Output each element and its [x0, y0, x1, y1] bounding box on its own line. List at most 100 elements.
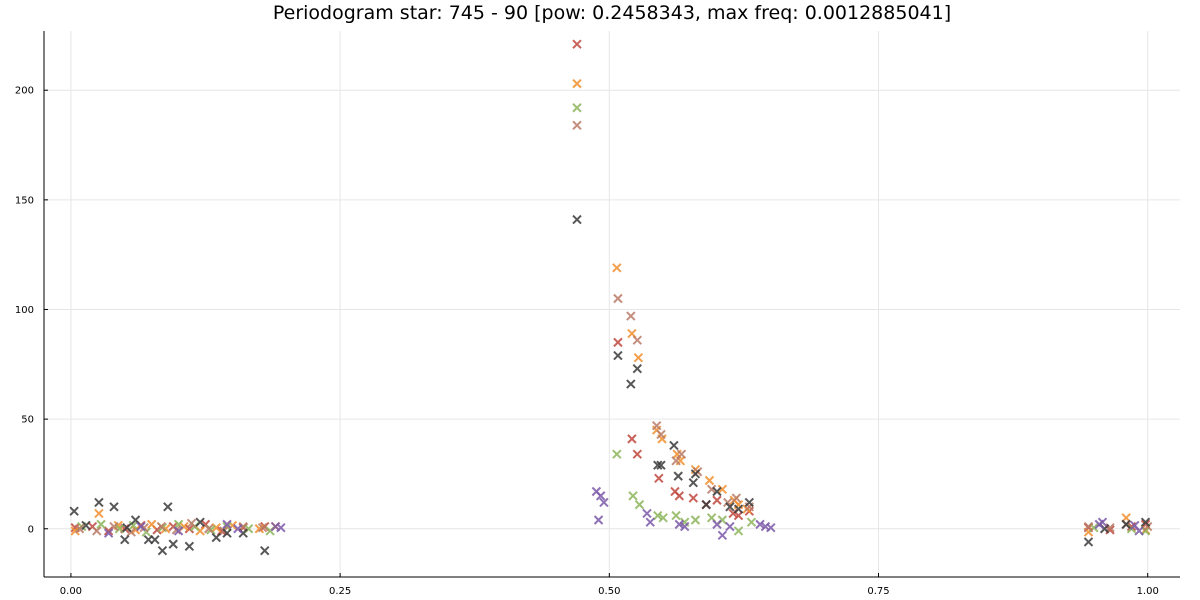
data-point — [136, 521, 146, 532]
data-point — [572, 39, 582, 49]
y-tick-label: 150 — [15, 195, 34, 206]
data-point — [572, 214, 582, 225]
series-3 — [76, 103, 1151, 537]
data-point — [593, 515, 604, 525]
data-point — [612, 263, 622, 273]
data-point — [626, 379, 636, 389]
data-point — [1121, 519, 1131, 530]
data-point — [109, 502, 119, 512]
data-point — [157, 545, 168, 556]
y-tick-label: 50 — [21, 415, 34, 426]
data-point — [766, 522, 776, 533]
data-point — [755, 519, 765, 530]
data-point — [222, 528, 232, 538]
data-point — [628, 491, 638, 501]
data-point — [233, 524, 243, 534]
data-point — [1083, 521, 1094, 532]
data-point — [634, 499, 645, 510]
data-point — [599, 497, 609, 508]
data-point — [704, 475, 715, 486]
data-point — [725, 521, 735, 532]
data-point — [717, 484, 728, 494]
data-point — [572, 78, 582, 89]
axes — [43, 31, 1180, 578]
data-point — [163, 502, 173, 512]
data-point — [688, 478, 699, 488]
data-point — [572, 120, 582, 130]
data-point — [146, 519, 157, 530]
data-point — [211, 522, 221, 533]
data-point — [717, 530, 728, 541]
data-point — [679, 521, 690, 532]
series-5 — [69, 214, 1151, 556]
data-point — [653, 460, 663, 470]
tick-labels: 0.00 0.25 0.50 0.75 1.00 0 50 100 150 200 — [15, 86, 1159, 597]
data-point — [114, 524, 125, 534]
grid-lines — [44, 31, 1180, 577]
data-point — [632, 363, 643, 374]
data-point — [731, 493, 742, 503]
x-tick-label: 0.50 — [598, 586, 620, 597]
data-point — [669, 440, 679, 451]
data-point — [656, 460, 666, 470]
data-point — [656, 429, 666, 440]
data-point — [690, 469, 701, 479]
data-point — [195, 517, 205, 527]
data-point — [706, 484, 717, 494]
data-point — [1140, 517, 1151, 527]
data-point — [595, 491, 606, 501]
data-point — [120, 535, 130, 545]
data-point — [690, 515, 701, 525]
data-point — [96, 519, 106, 530]
data-point — [671, 510, 681, 521]
series-2 — [70, 78, 1151, 537]
data-point — [94, 497, 104, 508]
data-point — [173, 526, 184, 536]
data-point — [654, 473, 664, 484]
data-point — [674, 491, 685, 501]
data-point — [701, 499, 711, 510]
data-point — [257, 522, 268, 533]
data-point — [613, 350, 623, 361]
chart-title: Periodogram star: 745 - 90 [pow: 0.24583… — [273, 2, 951, 24]
data-point — [81, 520, 91, 531]
data-point — [204, 524, 214, 534]
data-point — [103, 528, 114, 538]
data-point — [156, 521, 167, 532]
data-point — [128, 520, 139, 531]
data-point — [651, 420, 662, 431]
data-point — [733, 504, 744, 514]
data-point — [674, 519, 685, 530]
data-point — [658, 513, 668, 523]
data-point — [712, 495, 722, 505]
data-point — [612, 449, 622, 459]
data-point — [122, 522, 132, 533]
data-point — [645, 517, 655, 527]
data-point — [633, 353, 644, 363]
data-point — [627, 434, 637, 444]
data-point — [712, 519, 722, 530]
data-point — [744, 497, 754, 508]
data-point — [1097, 517, 1108, 527]
data-point — [74, 524, 85, 534]
data-point — [712, 486, 722, 497]
y-tick-label: 0 — [28, 524, 34, 535]
series-4 — [74, 120, 1153, 537]
data-point — [69, 506, 79, 516]
data-point — [184, 524, 195, 534]
data-point — [653, 510, 663, 521]
data-point — [168, 539, 178, 549]
data-point — [1083, 537, 1094, 547]
data-points — [69, 39, 1153, 556]
data-point — [92, 526, 102, 536]
data-point — [642, 508, 652, 519]
data-point — [673, 471, 683, 481]
data-point — [94, 508, 104, 519]
x-tick-label: 1.00 — [1137, 586, 1159, 597]
data-point — [632, 335, 643, 345]
series-6 — [103, 486, 1144, 541]
data-point — [184, 541, 195, 552]
data-point — [676, 449, 687, 459]
data-point — [626, 311, 636, 321]
